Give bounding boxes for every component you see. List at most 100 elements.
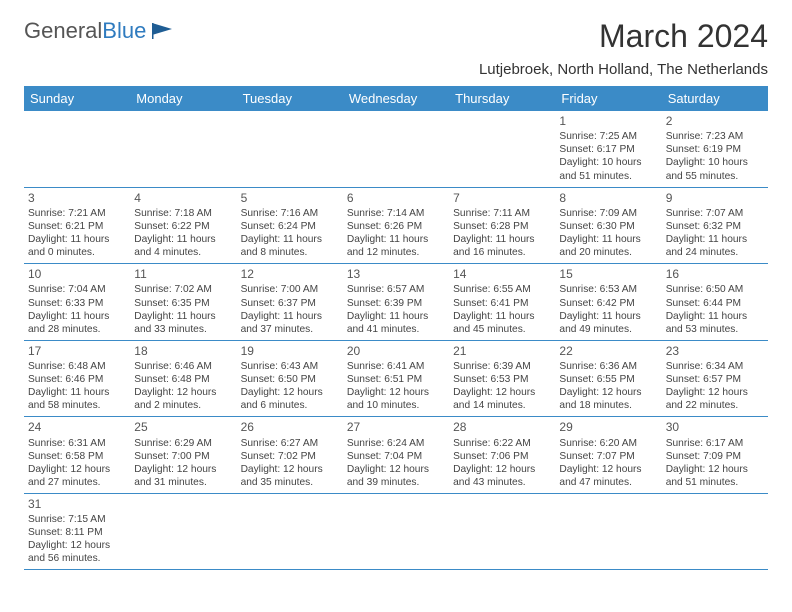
calendar-day-cell: 13Sunrise: 6:57 AMSunset: 6:39 PMDayligh… xyxy=(343,264,449,340)
calendar-day-cell: 5Sunrise: 7:16 AMSunset: 6:24 PMDaylight… xyxy=(237,188,343,264)
calendar: SundayMondayTuesdayWednesdayThursdayFrid… xyxy=(24,86,768,570)
day-number: 23 xyxy=(666,344,764,359)
calendar-day-cell: 16Sunrise: 6:50 AMSunset: 6:44 PMDayligh… xyxy=(662,264,768,340)
calendar-day-cell: 31Sunrise: 7:15 AMSunset: 8:11 PMDayligh… xyxy=(24,494,130,570)
day-number: 28 xyxy=(453,420,551,435)
logo-text-1: General xyxy=(24,18,102,44)
sunrise-text: Sunrise: 6:43 AM xyxy=(241,360,339,373)
page-title: March 2024 xyxy=(479,18,768,55)
daylight-text: Daylight: 11 hours and 4 minutes. xyxy=(134,233,232,259)
daylight-text: Daylight: 11 hours and 37 minutes. xyxy=(241,310,339,336)
daylight-text: Daylight: 11 hours and 24 minutes. xyxy=(666,233,764,259)
daylight-text: Daylight: 12 hours and 39 minutes. xyxy=(347,463,445,489)
sunrise-text: Sunrise: 6:24 AM xyxy=(347,437,445,450)
calendar-day-cell: 26Sunrise: 6:27 AMSunset: 7:02 PMDayligh… xyxy=(237,417,343,493)
sunset-text: Sunset: 7:07 PM xyxy=(559,450,657,463)
sunrise-text: Sunrise: 6:17 AM xyxy=(666,437,764,450)
sunset-text: Sunset: 6:41 PM xyxy=(453,297,551,310)
sunrise-text: Sunrise: 6:39 AM xyxy=(453,360,551,373)
sunset-text: Sunset: 6:19 PM xyxy=(666,143,764,156)
sunrise-text: Sunrise: 6:55 AM xyxy=(453,283,551,296)
daylight-text: Daylight: 11 hours and 20 minutes. xyxy=(559,233,657,259)
sunrise-text: Sunrise: 6:22 AM xyxy=(453,437,551,450)
daylight-text: Daylight: 10 hours and 55 minutes. xyxy=(666,156,764,182)
sunrise-text: Sunrise: 6:20 AM xyxy=(559,437,657,450)
calendar-day-header: SundayMondayTuesdayWednesdayThursdayFrid… xyxy=(24,86,768,111)
day-header-cell: Monday xyxy=(130,86,236,111)
sunrise-text: Sunrise: 7:09 AM xyxy=(559,207,657,220)
day-header-cell: Saturday xyxy=(662,86,768,111)
day-number: 26 xyxy=(241,420,339,435)
sunset-text: Sunset: 7:09 PM xyxy=(666,450,764,463)
calendar-day-cell: 10Sunrise: 7:04 AMSunset: 6:33 PMDayligh… xyxy=(24,264,130,340)
daylight-text: Daylight: 11 hours and 58 minutes. xyxy=(28,386,126,412)
calendar-day-cell: 6Sunrise: 7:14 AMSunset: 6:26 PMDaylight… xyxy=(343,188,449,264)
sunrise-text: Sunrise: 7:25 AM xyxy=(559,130,657,143)
day-number: 24 xyxy=(28,420,126,435)
daylight-text: Daylight: 11 hours and 53 minutes. xyxy=(666,310,764,336)
calendar-day-cell: 27Sunrise: 6:24 AMSunset: 7:04 PMDayligh… xyxy=(343,417,449,493)
calendar-day-cell: 2Sunrise: 7:23 AMSunset: 6:19 PMDaylight… xyxy=(662,111,768,187)
day-number: 31 xyxy=(28,497,126,512)
daylight-text: Daylight: 12 hours and 2 minutes. xyxy=(134,386,232,412)
daylight-text: Daylight: 11 hours and 41 minutes. xyxy=(347,310,445,336)
calendar-empty-cell xyxy=(24,111,130,187)
sunset-text: Sunset: 6:57 PM xyxy=(666,373,764,386)
location-text: Lutjebroek, North Holland, The Netherlan… xyxy=(479,61,768,78)
calendar-empty-cell xyxy=(343,494,449,570)
calendar-week-row: 24Sunrise: 6:31 AMSunset: 6:58 PMDayligh… xyxy=(24,417,768,494)
sunrise-text: Sunrise: 6:57 AM xyxy=(347,283,445,296)
day-number: 6 xyxy=(347,191,445,206)
sunrise-text: Sunrise: 7:18 AM xyxy=(134,207,232,220)
calendar-day-cell: 7Sunrise: 7:11 AMSunset: 6:28 PMDaylight… xyxy=(449,188,555,264)
calendar-day-cell: 21Sunrise: 6:39 AMSunset: 6:53 PMDayligh… xyxy=(449,341,555,417)
sunset-text: Sunset: 6:30 PM xyxy=(559,220,657,233)
calendar-day-cell: 29Sunrise: 6:20 AMSunset: 7:07 PMDayligh… xyxy=(555,417,661,493)
daylight-text: Daylight: 11 hours and 0 minutes. xyxy=(28,233,126,259)
calendar-empty-cell xyxy=(662,494,768,570)
daylight-text: Daylight: 11 hours and 12 minutes. xyxy=(347,233,445,259)
day-number: 29 xyxy=(559,420,657,435)
day-number: 2 xyxy=(666,114,764,129)
sunrise-text: Sunrise: 6:29 AM xyxy=(134,437,232,450)
sunrise-text: Sunrise: 6:34 AM xyxy=(666,360,764,373)
calendar-empty-cell xyxy=(449,494,555,570)
day-number: 13 xyxy=(347,267,445,282)
daylight-text: Daylight: 12 hours and 27 minutes. xyxy=(28,463,126,489)
day-number: 17 xyxy=(28,344,126,359)
sunset-text: Sunset: 6:50 PM xyxy=(241,373,339,386)
sunset-text: Sunset: 6:28 PM xyxy=(453,220,551,233)
day-number: 7 xyxy=(453,191,551,206)
calendar-day-cell: 18Sunrise: 6:46 AMSunset: 6:48 PMDayligh… xyxy=(130,341,236,417)
sunrise-text: Sunrise: 6:41 AM xyxy=(347,360,445,373)
header: GeneralBlue March 2024 Lutjebroek, North… xyxy=(24,18,768,78)
calendar-day-cell: 12Sunrise: 7:00 AMSunset: 6:37 PMDayligh… xyxy=(237,264,343,340)
daylight-text: Daylight: 12 hours and 22 minutes. xyxy=(666,386,764,412)
day-number: 3 xyxy=(28,191,126,206)
daylight-text: Daylight: 11 hours and 49 minutes. xyxy=(559,310,657,336)
calendar-day-cell: 23Sunrise: 6:34 AMSunset: 6:57 PMDayligh… xyxy=(662,341,768,417)
day-header-cell: Wednesday xyxy=(343,86,449,111)
sunset-text: Sunset: 6:33 PM xyxy=(28,297,126,310)
sunset-text: Sunset: 6:21 PM xyxy=(28,220,126,233)
logo: GeneralBlue xyxy=(24,18,176,44)
day-number: 1 xyxy=(559,114,657,129)
sunset-text: Sunset: 6:58 PM xyxy=(28,450,126,463)
calendar-day-cell: 14Sunrise: 6:55 AMSunset: 6:41 PMDayligh… xyxy=(449,264,555,340)
sunset-text: Sunset: 6:17 PM xyxy=(559,143,657,156)
day-number: 9 xyxy=(666,191,764,206)
calendar-week-row: 31Sunrise: 7:15 AMSunset: 8:11 PMDayligh… xyxy=(24,494,768,571)
title-block: March 2024 Lutjebroek, North Holland, Th… xyxy=(479,18,768,78)
daylight-text: Daylight: 12 hours and 18 minutes. xyxy=(559,386,657,412)
calendar-week-row: 10Sunrise: 7:04 AMSunset: 6:33 PMDayligh… xyxy=(24,264,768,341)
calendar-week-row: 3Sunrise: 7:21 AMSunset: 6:21 PMDaylight… xyxy=(24,188,768,265)
day-number: 12 xyxy=(241,267,339,282)
calendar-day-cell: 17Sunrise: 6:48 AMSunset: 6:46 PMDayligh… xyxy=(24,341,130,417)
calendar-empty-cell xyxy=(237,111,343,187)
daylight-text: Daylight: 12 hours and 35 minutes. xyxy=(241,463,339,489)
calendar-empty-cell xyxy=(130,494,236,570)
sunrise-text: Sunrise: 6:27 AM xyxy=(241,437,339,450)
sunrise-text: Sunrise: 6:48 AM xyxy=(28,360,126,373)
sunrise-text: Sunrise: 7:07 AM xyxy=(666,207,764,220)
sunset-text: Sunset: 7:00 PM xyxy=(134,450,232,463)
